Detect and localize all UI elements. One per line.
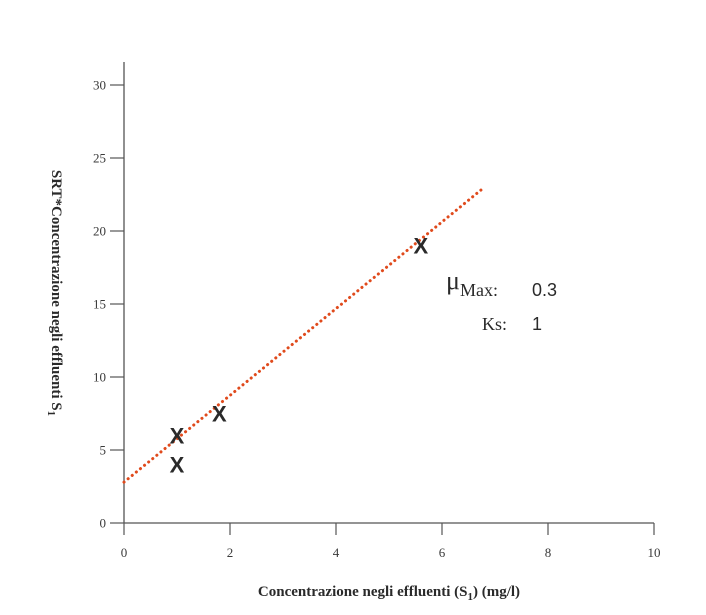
mu-max-label: μMax:: [446, 266, 498, 300]
y-tick-label: 25: [93, 151, 106, 166]
data-point-marker: X: [170, 453, 185, 478]
fit-line: [122, 185, 486, 484]
data-point-marker: X: [413, 234, 428, 259]
x-axis-title: Concentrazione negli effluenti (S1) (mg/…: [258, 584, 520, 603]
y-tick-label: 30: [93, 78, 106, 93]
x-tick-label: 2: [227, 545, 234, 560]
x-tick-label: 6: [439, 545, 446, 560]
x-ticks: 0 2 4 6 8 10: [121, 523, 661, 560]
model-parameters: μMax: 0.3 Ks: 1: [446, 266, 557, 334]
x-tick-label: 8: [545, 545, 552, 560]
y-tick-label: 20: [93, 224, 106, 239]
y-tick-label: 10: [93, 370, 106, 385]
x-tick-label: 4: [333, 545, 340, 560]
data-point-marker: X: [170, 423, 185, 448]
y-ticks: 0 5 10 15 20 25 30: [93, 78, 124, 531]
x-tick-label: 0: [121, 545, 128, 560]
y-tick-label: 15: [93, 297, 106, 312]
y-axis-title: SRT*Concentrazione negli effluenti S1: [45, 170, 64, 416]
ks-value: 1: [532, 314, 542, 334]
x-tick-label: 10: [648, 545, 661, 560]
axes: [123, 62, 654, 524]
ks-label: Ks:: [482, 314, 507, 334]
y-tick-label: 5: [100, 443, 107, 458]
y-tick-label: 0: [100, 516, 107, 531]
mu-max-value: 0.3: [532, 280, 557, 300]
data-point-marker: X: [212, 402, 227, 427]
